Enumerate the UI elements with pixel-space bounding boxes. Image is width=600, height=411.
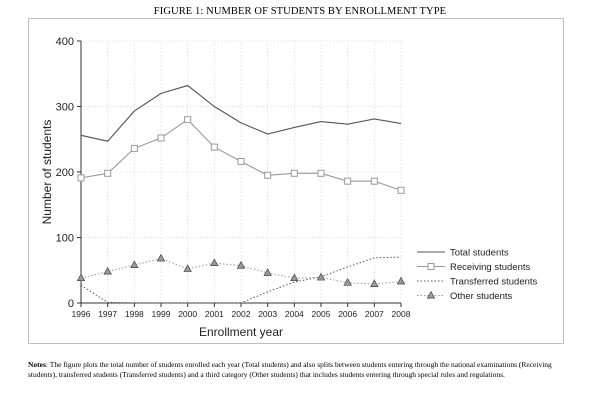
series-line-2 <box>80 256 402 304</box>
figure-notes: Notes: The figure plots the total number… <box>28 360 568 379</box>
series-line-0 <box>80 84 402 142</box>
legend-label-3: Other students <box>450 291 513 302</box>
x-tick-label: 2000 <box>178 309 197 319</box>
x-tick-label: 2004 <box>285 309 304 319</box>
data-point-1-0 <box>77 174 85 182</box>
x-tick-label: 2003 <box>258 309 277 319</box>
grid-layer <box>80 40 402 304</box>
x-tick-label: 2005 <box>312 309 331 319</box>
x-tick-label: 1998 <box>125 309 144 319</box>
chart-frame: 0 100 200 300 400 1996 1997 1998 1999 2000 2001 200… <box>28 18 564 344</box>
x-tick-label: 2007 <box>365 309 384 319</box>
data-point-1-10 <box>344 177 352 185</box>
notes-text: : The figure plots the total number of s… <box>28 360 552 379</box>
axis-layer: 0 100 200 300 400 1996 1997 1998 1999 2000 2001 200… <box>56 36 411 319</box>
series-line-1 <box>80 118 402 191</box>
data-point-3-9 <box>316 272 326 281</box>
y-axis-label: Number of students <box>40 120 54 225</box>
x-tick-label: 2002 <box>232 309 251 319</box>
legend-marker-3 <box>426 290 436 299</box>
legend-label-0: Total students <box>450 248 509 259</box>
data-point-1-11 <box>370 177 378 185</box>
x-tick-label: 1996 <box>72 309 91 319</box>
data-point-3-2 <box>130 260 139 268</box>
data-point-3-0 <box>76 273 86 282</box>
x-tick-label: 2008 <box>392 309 411 319</box>
x-tick-label: 1999 <box>152 309 171 319</box>
data-point-3-3 <box>156 253 166 262</box>
legend-label-2: Transferred students <box>450 277 538 288</box>
x-tick-label: 2006 <box>338 309 357 319</box>
x-axis-label: Enrollment year <box>199 325 283 339</box>
data-point-1-2 <box>130 144 138 152</box>
notes-label: Notes <box>28 360 46 369</box>
figure-title: FIGURE 1: NUMBER OF STUDENTS BY ENROLLME… <box>153 6 447 17</box>
data-point-1-4 <box>184 116 192 124</box>
data-point-3-8 <box>290 273 299 282</box>
data-point-3-4 <box>183 264 192 272</box>
y-tick-label: 300 <box>56 102 74 114</box>
data-point-1-5 <box>210 143 218 151</box>
y-tick-label: 200 <box>56 167 74 179</box>
y-tick-label: 100 <box>56 233 74 245</box>
x-tick-label: 1997 <box>98 309 117 319</box>
data-point-1-3 <box>157 134 165 142</box>
x-tick-label: 2001 <box>205 309 224 319</box>
legend-layer: Total students Receiving students Transfer… <box>417 248 538 302</box>
series-layer <box>76 84 406 304</box>
line-chart: 0 100 200 300 400 1996 1997 1998 1999 2000 2001 200… <box>40 36 538 339</box>
data-point-3-11 <box>370 279 379 287</box>
y-tick-label: 0 <box>68 298 74 310</box>
data-point-3-5 <box>210 258 219 266</box>
data-point-3-1 <box>103 266 112 275</box>
data-point-1-12 <box>397 186 405 194</box>
data-point-1-6 <box>237 158 245 166</box>
y-tick-label: 400 <box>56 36 74 48</box>
data-point-3-7 <box>263 268 272 276</box>
legend-marker-1 <box>427 263 435 270</box>
data-point-3-12 <box>396 276 406 285</box>
legend-label-1: Receiving students <box>450 262 531 273</box>
data-point-3-6 <box>236 260 246 269</box>
data-point-1-8 <box>290 169 298 177</box>
data-point-3-10 <box>343 277 352 286</box>
data-point-1-1 <box>104 169 112 177</box>
data-point-1-7 <box>264 171 272 179</box>
data-point-1-9 <box>317 169 325 177</box>
